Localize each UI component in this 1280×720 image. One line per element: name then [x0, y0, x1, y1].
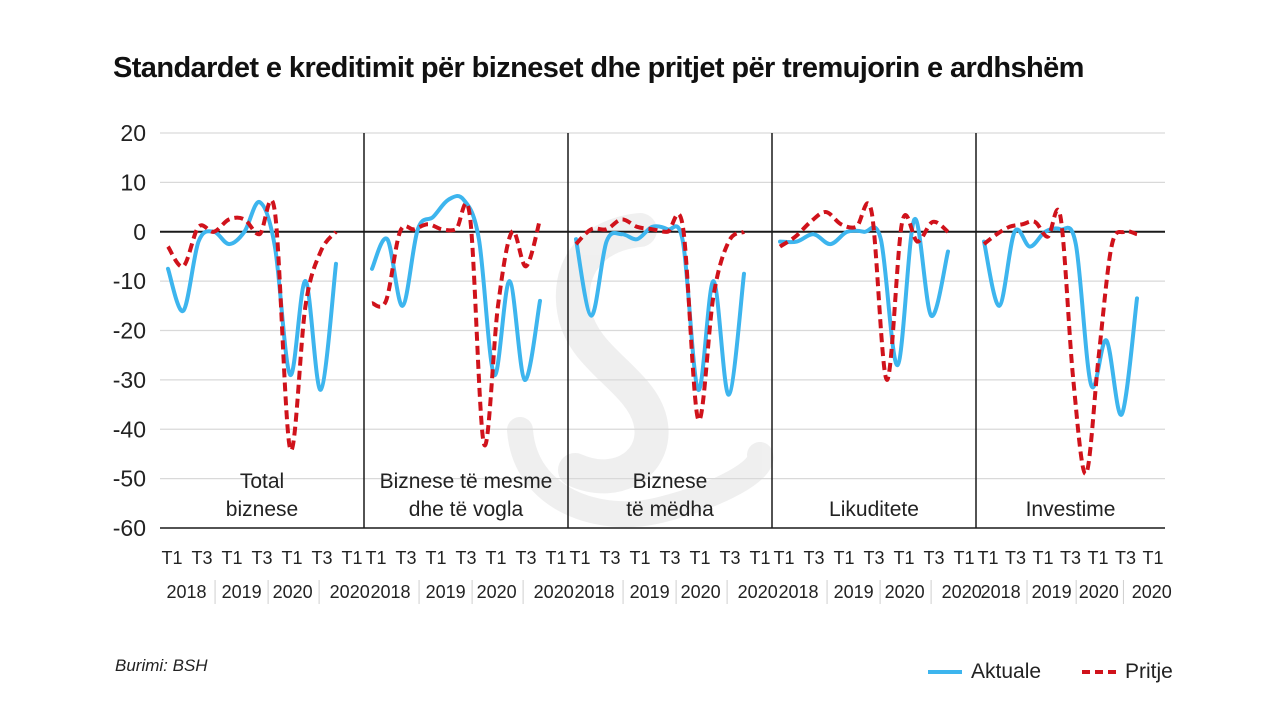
x-tick-year: 2018 — [166, 582, 206, 602]
x-tick-quarter: T1 — [1142, 548, 1163, 568]
x-tick-quarter: T1 — [545, 548, 566, 568]
x-tick-quarter: T3 — [395, 548, 416, 568]
legend-item-aktuale: Aktuale — [928, 660, 1041, 684]
panel-label: Total — [240, 470, 284, 493]
x-tick-quarter: T3 — [599, 548, 620, 568]
panel-label: Biznese të mesme — [380, 470, 553, 493]
y-tick-label: 0 — [133, 219, 146, 245]
series-line-pritje — [574, 212, 746, 423]
panel-label: Biznese — [633, 470, 708, 493]
x-tick-quarter: T1 — [977, 548, 998, 568]
x-tick-quarter: T1 — [161, 548, 182, 568]
watermark-logo — [507, 213, 774, 528]
x-tick-year: 2020 — [885, 582, 925, 602]
panel-label: biznese — [226, 498, 298, 521]
x-tick-quarter: T1 — [221, 548, 242, 568]
series-line-aktuale — [778, 217, 950, 368]
y-tick-label: -40 — [113, 416, 146, 442]
x-tick-quarter: T3 — [1115, 548, 1136, 568]
x-tick-year: 2020 — [1079, 582, 1119, 602]
panel-label: dhe të vogla — [409, 498, 524, 521]
x-tick-year: 2018 — [370, 582, 410, 602]
x-tick-year: 2020 — [330, 582, 370, 602]
y-tick-label: -10 — [113, 268, 146, 294]
legend-label-aktuale: Aktuale — [971, 660, 1042, 683]
x-tick-year: 2018 — [574, 582, 614, 602]
x-tick-quarter: T1 — [365, 548, 386, 568]
panel-label: të mëdha — [626, 498, 714, 521]
x-tick-quarter: T1 — [953, 548, 974, 568]
source-note: Burimi: BSH — [115, 656, 208, 675]
x-tick-quarter: T3 — [863, 548, 884, 568]
y-tick-label: 10 — [120, 169, 146, 195]
y-tick-label: 20 — [120, 120, 146, 146]
series-line-pritje — [778, 201, 950, 382]
x-tick-year: 2020 — [273, 582, 313, 602]
x-tick-quarter: T3 — [923, 548, 944, 568]
x-tick-year: 2020 — [738, 582, 778, 602]
x-tick-year: 2020 — [681, 582, 721, 602]
legend-item-pritje: Pritje — [1082, 660, 1173, 684]
x-tick-quarter: T1 — [485, 548, 506, 568]
x-tick-quarter: T3 — [803, 548, 824, 568]
y-tick-label: -30 — [113, 367, 146, 393]
x-tick-quarter: T3 — [719, 548, 740, 568]
x-tick-quarter: T3 — [251, 548, 272, 568]
x-tick-quarter: T3 — [1060, 548, 1081, 568]
series-line-pritje — [982, 207, 1138, 476]
panel-label: Investime — [1026, 498, 1116, 521]
x-tick-quarter: T3 — [455, 548, 476, 568]
x-tick-year: 2020 — [477, 582, 517, 602]
x-tick-quarter: T1 — [341, 548, 362, 568]
x-tick-quarter: T1 — [629, 548, 650, 568]
x-tick-year: 2020 — [942, 582, 982, 602]
x-tick-year: 2018 — [981, 582, 1021, 602]
x-tick-quarter: T3 — [1005, 548, 1026, 568]
x-tick-year: 2018 — [778, 582, 818, 602]
x-tick-quarter: T1 — [689, 548, 710, 568]
x-tick-quarter: T3 — [191, 548, 212, 568]
panel-label: Likuditete — [829, 498, 919, 521]
x-tick-quarter: T1 — [1032, 548, 1053, 568]
y-tick-label: -60 — [113, 515, 146, 541]
series-line-aktuale — [166, 200, 338, 392]
series-line-aktuale — [982, 225, 1139, 417]
legend-swatch-pritje — [1082, 670, 1116, 674]
x-tick-quarter: T3 — [311, 548, 332, 568]
chart-title: Standardet e kreditimit për bizneset dhe… — [113, 52, 1084, 84]
x-tick-quarter: T1 — [833, 548, 854, 568]
legend-swatch-aktuale — [928, 670, 962, 674]
x-tick-year: 2020 — [1132, 582, 1172, 602]
x-tick-year: 2019 — [1032, 582, 1072, 602]
series-line-pritje — [371, 201, 542, 448]
x-tick-quarter: T1 — [893, 548, 914, 568]
series-line-pritje — [166, 198, 338, 453]
x-tick-quarter: T1 — [425, 548, 446, 568]
x-tick-quarter: T1 — [773, 548, 794, 568]
x-tick-quarter: T1 — [569, 548, 590, 568]
x-tick-quarter: T1 — [281, 548, 302, 568]
x-tick-quarter: T3 — [659, 548, 680, 568]
x-tick-year: 2019 — [630, 582, 670, 602]
x-tick-year: 2019 — [834, 582, 874, 602]
x-tick-quarter: T1 — [749, 548, 770, 568]
x-tick-year: 2020 — [534, 582, 574, 602]
y-tick-label: -50 — [113, 466, 146, 492]
x-tick-year: 2019 — [426, 582, 466, 602]
series-line-aktuale — [370, 194, 542, 382]
legend-label-pritje: Pritje — [1125, 660, 1173, 683]
y-tick-label: -20 — [113, 318, 146, 344]
x-tick-year: 2019 — [222, 582, 262, 602]
x-tick-quarter: T3 — [515, 548, 536, 568]
x-tick-quarter: T1 — [1087, 548, 1108, 568]
